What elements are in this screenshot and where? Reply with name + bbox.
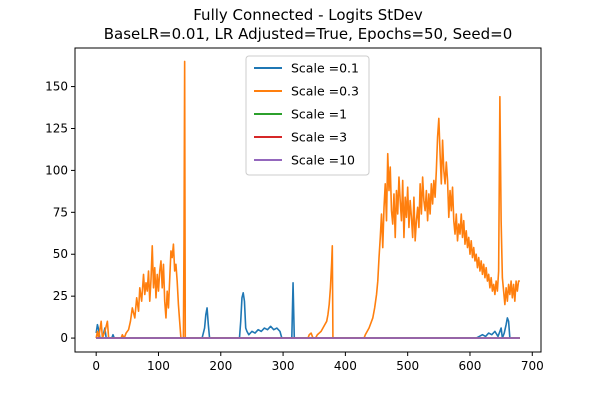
x-tick-label-0: 0	[92, 359, 100, 373]
x-tick-label-2: 200	[209, 359, 232, 373]
x-tick-label-7: 700	[521, 359, 544, 373]
x-tick-label-5: 500	[396, 359, 419, 373]
y-tick-label-5: 125	[45, 121, 68, 135]
x-axis: 0 100 200 300 400 500 600 700	[92, 352, 544, 373]
y-axis: 0 25 50 75 100 125 150	[45, 80, 75, 345]
y-tick-label-2: 50	[53, 247, 68, 261]
y-tick-label-1: 25	[53, 289, 68, 303]
y-tick-label-3: 75	[53, 205, 68, 219]
legend-entry-4: Scale =10	[291, 153, 355, 168]
x-tick-label-4: 400	[334, 359, 357, 373]
legend-entry-1: Scale =0.3	[291, 84, 359, 99]
x-tick-label-6: 600	[459, 359, 482, 373]
legend-entry-2: Scale =1	[291, 107, 347, 122]
chart-title-line-2: BaseLR=0.01, LR Adjusted=True, Epochs=50…	[104, 25, 513, 43]
y-tick-label-4: 100	[45, 163, 68, 177]
chart-title-line-1: Fully Connected - Logits StDev	[193, 6, 423, 24]
legend: Scale =0.1 Scale =0.3 Scale =1 Scale =3 Scal…	[245, 55, 370, 176]
y-tick-label-0: 0	[60, 331, 68, 345]
series-line-1	[95, 60, 520, 339]
x-tick-label-1: 100	[147, 359, 170, 373]
plot-area	[95, 60, 520, 339]
legend-entry-3: Scale =3	[291, 130, 347, 145]
y-tick-label-6: 150	[45, 80, 68, 94]
axes-frame	[74, 47, 542, 353]
legend-box	[245, 55, 370, 176]
x-tick-label-3: 300	[272, 359, 295, 373]
legend-entry-0: Scale =0.1	[291, 61, 359, 76]
series-line-0	[95, 281, 520, 339]
